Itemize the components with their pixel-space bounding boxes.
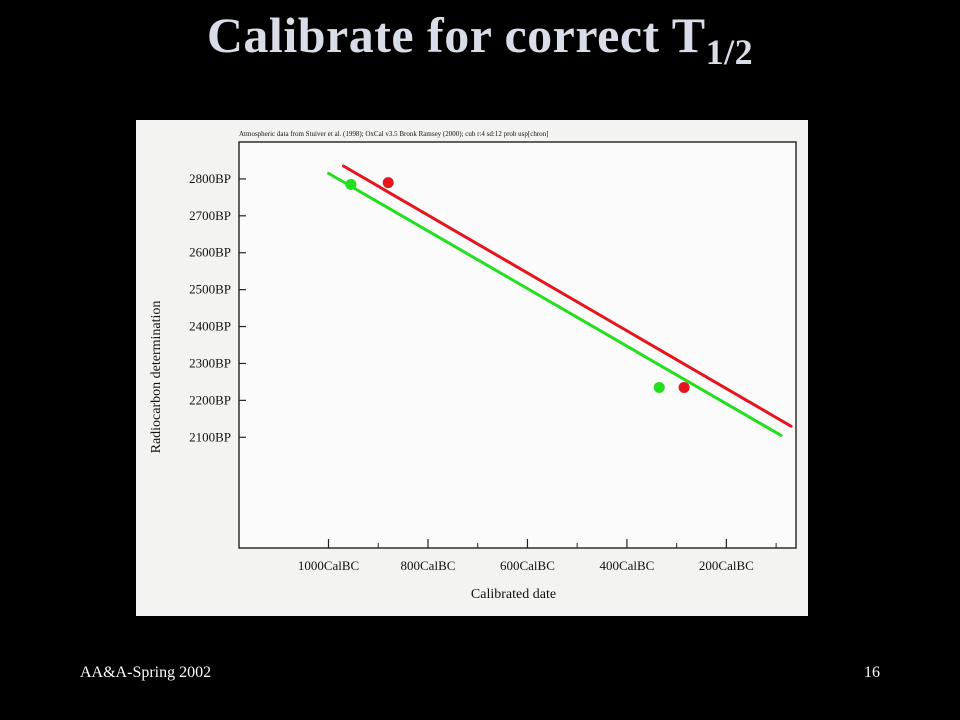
data-point — [345, 178, 357, 190]
data-point — [653, 381, 665, 393]
chart-header-note: Atmospheric data from Stuiver et al. (19… — [239, 130, 549, 138]
chart-marks: 2800BP 2700BP 2600BP 2500BP 2400BP 2300BP 2200… — [149, 164, 793, 602]
y-tick-label: 2100BP — [189, 429, 231, 444]
x-tick-label: 400CalBC — [599, 558, 654, 573]
slide-title-main: Calibrate for correct T — [206, 7, 706, 63]
footer-course-label: AA&A-Spring 2002 — [80, 664, 212, 681]
data-point — [678, 381, 690, 393]
slide-title: Calibrate for correct T1/2 — [0, 6, 960, 73]
x-tick-label: 1000CalBC — [298, 558, 359, 573]
y-tick-label: 2500BP — [189, 282, 231, 297]
x-tick-label: 600CalBC — [500, 558, 555, 573]
data-point — [382, 177, 394, 189]
y-tick-label: 2400BP — [189, 319, 231, 334]
x-tick-label: 200CalBC — [699, 558, 754, 573]
y-tick-label: 2800BP — [189, 171, 231, 186]
x-axis-label: Calibrated date — [471, 587, 556, 602]
slide-title-subscript: 1/2 — [705, 32, 754, 72]
y-tick-label: 2300BP — [189, 355, 231, 370]
series-line — [341, 164, 793, 428]
plot-area — [238, 141, 797, 549]
slide-page-number: 16 — [864, 664, 880, 681]
y-tick-label: 2700BP — [189, 208, 231, 223]
y-tick-label: 2600BP — [189, 245, 231, 260]
x-tick-label: 800CalBC — [401, 558, 456, 573]
series-line — [327, 171, 783, 437]
y-axis-label: Radiocarbon determination — [149, 301, 164, 454]
calibration-chart: Atmospheric data from Stuiver et al. (19… — [136, 120, 808, 616]
y-tick-label: 2200BP — [189, 392, 231, 407]
